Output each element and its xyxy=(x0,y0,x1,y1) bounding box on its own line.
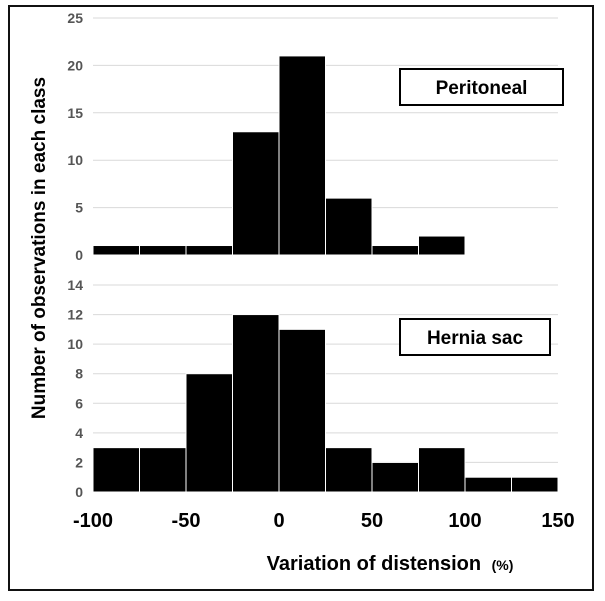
peritoneal-bar xyxy=(185,245,233,256)
hernia-sac-bar xyxy=(464,476,512,493)
peritoneal-panel: 0 5 10 15 20 25 Peritoneal xyxy=(67,10,564,263)
peritoneal-bar xyxy=(278,55,326,256)
x-tick-label: 100 xyxy=(448,510,481,532)
hernia-sac-bar xyxy=(139,447,187,493)
peritoneal-bar xyxy=(371,245,419,256)
peritoneal-bar xyxy=(139,245,187,256)
peritoneal-y-tick-label: 15 xyxy=(67,105,83,121)
hernia-sac-panel: 0 2 4 6 8 10 12 14 Hernia sac xyxy=(67,277,559,500)
hernia-sac-y-tick-label: 4 xyxy=(75,425,83,441)
x-tick-label: 50 xyxy=(361,510,383,532)
hernia-sac-y-tick-label: 6 xyxy=(75,395,83,411)
peritoneal-y-tick-label: 20 xyxy=(67,57,83,73)
peritoneal-y-tick-label: 0 xyxy=(75,247,83,263)
hernia-sac-y-tick-label: 12 xyxy=(67,307,83,323)
hernia-sac-label: Hernia sac xyxy=(427,328,524,349)
peritoneal-bar xyxy=(418,235,466,256)
hernia-sac-bar xyxy=(92,447,140,493)
x-axis-title-main: Variation of distension xyxy=(267,553,481,575)
peritoneal-y-tick-label: 25 xyxy=(67,10,83,26)
peritoneal-bar xyxy=(232,131,280,256)
hernia-sac-bar xyxy=(278,328,326,493)
peritoneal-label: Peritoneal xyxy=(436,78,528,99)
hernia-sac-bar xyxy=(325,447,373,493)
peritoneal-y-tick-label: 5 xyxy=(75,200,83,216)
hernia-sac-y-tick-label: 10 xyxy=(67,336,83,352)
hernia-sac-y-tick-label: 14 xyxy=(67,277,83,293)
hernia-sac-label-box xyxy=(399,318,551,356)
peritoneal-bar xyxy=(325,197,373,256)
x-axis-title-unit: (%) xyxy=(492,557,514,573)
hernia-sac-y-tick-label: 0 xyxy=(75,484,83,500)
peritoneal-bar xyxy=(92,245,140,256)
hernia-sac-y-tick-label: 2 xyxy=(75,454,83,470)
x-tick-label: -50 xyxy=(172,510,201,532)
hernia-sac-y-tick-label: 8 xyxy=(75,366,83,382)
x-tick-label: -100 xyxy=(73,510,113,532)
hernia-sac-bar xyxy=(371,461,419,493)
hernia-sac-bar xyxy=(418,447,466,493)
peritoneal-label-box xyxy=(399,68,564,106)
x-tick-label: 150 xyxy=(541,510,574,532)
hernia-sac-bar xyxy=(185,373,233,493)
peritoneal-bar xyxy=(511,253,559,256)
x-axis: -100 -50 0 50 100 150 xyxy=(73,510,575,532)
peritoneal-y-tick-label: 10 xyxy=(67,152,83,168)
hernia-sac-bar xyxy=(511,476,559,493)
x-tick-label: 0 xyxy=(273,510,284,532)
y-axis-title: Number of observations in each class xyxy=(29,77,50,419)
peritoneal-bar xyxy=(464,253,512,256)
x-axis-title: Variation of distension (%) xyxy=(267,553,514,575)
hernia-sac-bar xyxy=(232,314,280,493)
